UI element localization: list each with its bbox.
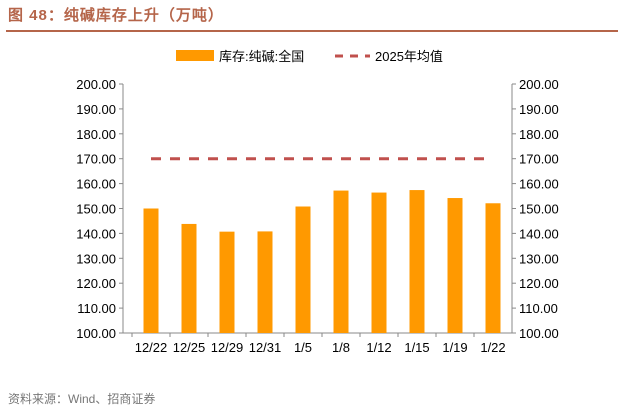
legend-swatch-inventory <box>176 50 214 61</box>
left-y-tick-label: 200.00 <box>76 77 116 92</box>
x-tick-label: 1/8 <box>332 340 350 355</box>
bar-12-22 <box>143 208 159 333</box>
right-y-tick-label: 100.00 <box>519 326 559 341</box>
right-y-tick-label: 110.00 <box>519 301 558 316</box>
left-y-tick-label: 130.00 <box>76 251 116 266</box>
right-y-tick-label: 120.00 <box>519 276 559 291</box>
right-y-tick-label: 170.00 <box>519 152 559 167</box>
left-y-tick-label: 100.00 <box>76 326 116 341</box>
right-y-tick-label: 190.00 <box>519 102 559 117</box>
left-y-tick-label: 110.00 <box>77 301 116 316</box>
bar-1-15 <box>409 190 425 333</box>
title-divider <box>6 30 618 32</box>
x-tick-label: 12/29 <box>211 340 244 355</box>
left-y-tick-label: 140.00 <box>76 226 116 241</box>
left-y-tick-label: 120.00 <box>76 276 116 291</box>
left-y-tick-label: 180.00 <box>76 127 116 142</box>
x-tick-label: 12/31 <box>249 340 282 355</box>
bar-1-5 <box>295 206 311 333</box>
x-tick-label: 1/5 <box>294 340 312 355</box>
left-y-tick-label: 170.00 <box>76 152 116 167</box>
x-tick-label: 1/12 <box>366 340 391 355</box>
bar-12-29 <box>219 231 235 333</box>
x-tick-label: 12/25 <box>173 340 206 355</box>
x-tick-label: 1/22 <box>480 340 505 355</box>
left-y-tick-label: 190.00 <box>76 102 116 117</box>
bar-1-22 <box>485 203 501 333</box>
right-y-tick-label: 160.00 <box>519 177 559 192</box>
figure-title: 图 48：纯碱库存上升（万吨） <box>8 7 224 24</box>
bar-1-8 <box>333 190 349 333</box>
right-y-tick-label: 180.00 <box>519 127 559 142</box>
source-note: 资料来源：Wind、招商证券 <box>8 392 156 406</box>
legend-label-avg: 2025年均值 <box>375 49 443 64</box>
x-tick-label: 1/19 <box>442 340 467 355</box>
bar-1-19 <box>447 198 463 333</box>
right-y-tick-label: 130.00 <box>519 251 559 266</box>
x-tick-label: 12/22 <box>135 340 168 355</box>
right-y-tick-label: 200.00 <box>519 77 559 92</box>
x-tick-label: 1/15 <box>404 340 429 355</box>
bar-1-12 <box>371 192 387 333</box>
right-y-tick-label: 140.00 <box>519 226 559 241</box>
left-y-tick-label: 150.00 <box>76 202 116 217</box>
left-y-tick-label: 160.00 <box>76 177 116 192</box>
bar-12-31 <box>257 231 273 333</box>
legend-label-inventory: 库存:纯碱:全国 <box>219 49 304 64</box>
bar-12-25 <box>181 223 197 333</box>
right-y-tick-label: 150.00 <box>519 202 559 217</box>
